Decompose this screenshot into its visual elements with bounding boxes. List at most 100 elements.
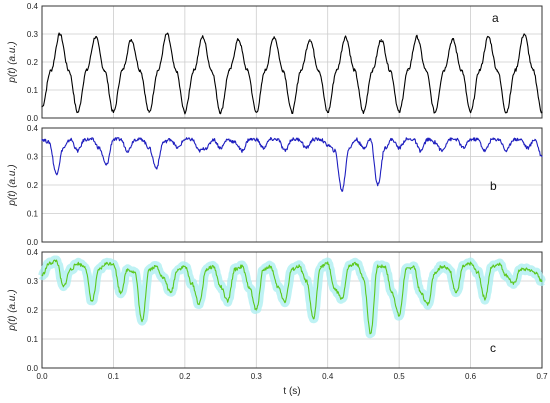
data-point bbox=[407, 69, 409, 71]
data-point bbox=[398, 111, 400, 113]
data-point bbox=[246, 69, 248, 71]
data-point bbox=[94, 36, 97, 38]
data-point bbox=[505, 111, 507, 113]
data-point bbox=[419, 150, 422, 152]
data-point bbox=[377, 184, 379, 186]
data-point bbox=[264, 69, 266, 71]
data-point bbox=[55, 260, 57, 262]
data-point bbox=[130, 39, 132, 41]
data-point bbox=[523, 33, 525, 35]
data-point bbox=[491, 265, 493, 268]
data-point bbox=[334, 150, 336, 152]
data-point bbox=[202, 36, 204, 38]
data-point bbox=[319, 138, 322, 140]
data-point bbox=[241, 150, 243, 152]
data-point bbox=[169, 292, 172, 294]
data-point bbox=[327, 144, 329, 146]
data-point bbox=[541, 111, 543, 113]
data-point bbox=[532, 69, 534, 71]
data-point bbox=[175, 69, 177, 71]
data-point bbox=[455, 292, 457, 294]
data-point bbox=[269, 138, 272, 140]
y-tick-label: 0.2 bbox=[27, 181, 39, 190]
data-point bbox=[441, 265, 443, 268]
data-point bbox=[318, 69, 320, 71]
data-point bbox=[166, 33, 168, 35]
data-point bbox=[98, 268, 100, 270]
data-point bbox=[248, 286, 250, 288]
data-point bbox=[309, 39, 311, 41]
data-point bbox=[234, 141, 236, 143]
data-point bbox=[405, 138, 407, 140]
data-point bbox=[84, 138, 86, 140]
data-point bbox=[50, 69, 52, 71]
data-point bbox=[514, 69, 516, 71]
y-tick-label: 0.4 bbox=[27, 2, 39, 11]
data-point bbox=[48, 263, 50, 265]
data-point bbox=[41, 106, 43, 108]
data-point bbox=[391, 138, 393, 140]
data-point bbox=[219, 111, 222, 113]
data-point bbox=[305, 147, 307, 149]
data-point bbox=[353, 69, 356, 71]
data-point bbox=[341, 190, 343, 192]
y-tick-label: 0.0 bbox=[27, 114, 39, 123]
data-point bbox=[291, 138, 293, 140]
data-point bbox=[184, 111, 186, 113]
data-point bbox=[255, 138, 257, 140]
data-point bbox=[162, 141, 165, 143]
data-point bbox=[312, 138, 315, 140]
panel-label: a bbox=[492, 11, 499, 25]
data-point bbox=[191, 283, 193, 285]
data-point bbox=[177, 268, 179, 270]
data-point bbox=[348, 265, 350, 268]
y-tick-label: 0.1 bbox=[27, 210, 39, 219]
data-point bbox=[41, 138, 43, 140]
data-point bbox=[505, 274, 507, 276]
data-point bbox=[155, 265, 157, 268]
data-point bbox=[355, 263, 357, 265]
data-point bbox=[434, 111, 436, 113]
plot-frame bbox=[41, 127, 543, 243]
data-point bbox=[198, 303, 200, 305]
data-point bbox=[419, 292, 422, 294]
data-point bbox=[77, 263, 79, 265]
data-point bbox=[362, 111, 365, 113]
data-point bbox=[205, 268, 207, 270]
y-tick-label: 0.3 bbox=[27, 30, 39, 39]
x-axis-label: t (s) bbox=[283, 386, 300, 397]
data-point bbox=[162, 277, 165, 279]
data-point bbox=[112, 111, 115, 113]
data-point bbox=[141, 321, 143, 323]
data-point bbox=[416, 36, 418, 38]
panel-b: 0.0 0.1 0.2 0.3 0.4 p(t) (a.u.) b bbox=[7, 124, 543, 247]
data-point bbox=[48, 141, 50, 143]
data-point bbox=[191, 138, 193, 140]
series-line bbox=[41, 32, 543, 115]
y-tick-label: 0.3 bbox=[27, 153, 39, 162]
y-axis-label: p(t) (a.u.) bbox=[7, 164, 18, 206]
data-point bbox=[134, 138, 136, 140]
data-point bbox=[284, 150, 286, 152]
data-point bbox=[452, 39, 454, 41]
data-point bbox=[477, 138, 479, 140]
data-point bbox=[269, 265, 272, 268]
data-point bbox=[334, 289, 336, 291]
data-point bbox=[425, 69, 427, 71]
data-point bbox=[227, 300, 229, 302]
data-point bbox=[519, 138, 522, 140]
y-tick-label: 0.0 bbox=[27, 238, 39, 247]
data-point bbox=[369, 332, 372, 334]
data-point bbox=[412, 138, 415, 140]
data-point bbox=[527, 147, 529, 149]
data-point bbox=[193, 69, 195, 71]
panel-label: c bbox=[490, 341, 496, 355]
data-point bbox=[298, 265, 300, 268]
data-point bbox=[119, 138, 122, 140]
data-point bbox=[298, 138, 300, 140]
series-line bbox=[41, 137, 543, 192]
data-point bbox=[377, 265, 379, 268]
data-point bbox=[291, 111, 293, 113]
x-tick-label: 0.3 bbox=[251, 372, 263, 381]
data-point bbox=[434, 141, 436, 143]
